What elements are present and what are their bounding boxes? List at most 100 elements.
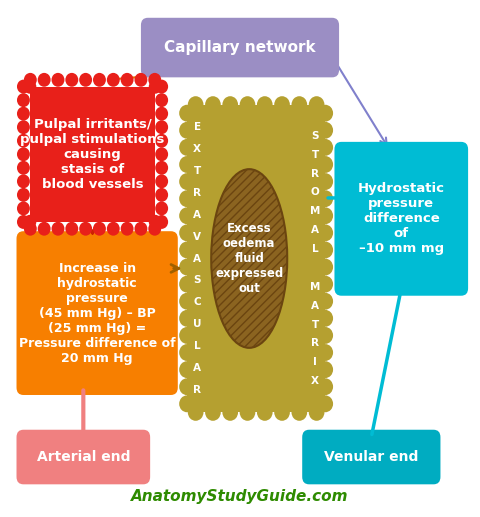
Circle shape [24,222,37,236]
Circle shape [17,80,30,94]
Circle shape [120,73,133,87]
Circle shape [93,222,106,236]
Circle shape [222,96,238,113]
Circle shape [179,241,195,258]
FancyBboxPatch shape [302,430,441,484]
Circle shape [17,202,30,216]
Circle shape [179,344,195,361]
Circle shape [24,73,37,87]
Circle shape [17,120,30,134]
Circle shape [309,96,324,113]
FancyBboxPatch shape [187,104,325,413]
Circle shape [317,190,333,207]
Text: S: S [193,276,201,285]
Circle shape [179,258,195,276]
Text: AnatomyStudyGuide.com: AnatomyStudyGuide.com [131,489,349,504]
Circle shape [179,139,195,156]
Text: X: X [193,144,201,154]
Circle shape [317,224,333,241]
Circle shape [155,80,168,94]
Circle shape [17,147,30,161]
Circle shape [317,327,333,344]
Text: S: S [312,131,319,141]
Circle shape [317,207,333,224]
Circle shape [155,120,168,134]
FancyBboxPatch shape [16,231,178,395]
Circle shape [38,73,50,87]
Circle shape [148,222,161,236]
Circle shape [179,293,195,310]
Circle shape [24,215,36,229]
Text: A: A [193,363,201,373]
Circle shape [17,215,30,229]
Circle shape [317,396,333,412]
Circle shape [179,327,195,344]
Text: R: R [311,338,319,348]
Circle shape [24,80,36,94]
Circle shape [155,134,168,148]
Circle shape [17,93,30,107]
Circle shape [317,293,333,310]
Text: X: X [311,376,319,386]
Circle shape [134,73,147,87]
Circle shape [317,344,333,361]
Circle shape [155,161,168,175]
Text: A: A [311,225,319,235]
Circle shape [317,310,333,327]
Text: T: T [312,320,319,329]
Circle shape [188,404,204,421]
FancyBboxPatch shape [16,430,150,484]
Circle shape [134,222,147,236]
Circle shape [179,190,195,207]
Circle shape [51,73,64,87]
Circle shape [317,258,333,276]
Circle shape [79,73,92,87]
Circle shape [155,215,168,229]
Text: C: C [193,297,201,307]
Circle shape [155,107,168,120]
Text: R: R [193,385,201,394]
Circle shape [179,173,195,190]
Circle shape [155,188,168,202]
Text: Increase in
hydrostatic
pressure
(45 mm Hg) – BP
(25 mm Hg) =
Pressure differenc: Increase in hydrostatic pressure (45 mm … [19,262,176,364]
Text: Hydrostatic
pressure
difference
of
–10 mm mg: Hydrostatic pressure difference of –10 m… [358,183,445,255]
Circle shape [155,147,168,161]
Text: E: E [193,123,201,132]
Circle shape [120,222,133,236]
Text: O: O [311,188,320,197]
Circle shape [257,404,273,421]
Circle shape [317,173,333,190]
Text: A: A [193,210,201,220]
Circle shape [291,96,307,113]
Circle shape [38,222,50,236]
Circle shape [309,404,324,421]
Text: Excess
oedema
fluid
expressed
out: Excess oedema fluid expressed out [215,222,283,295]
Circle shape [79,222,92,236]
Circle shape [205,404,221,421]
FancyBboxPatch shape [141,18,339,78]
Text: T: T [193,166,201,176]
Circle shape [65,73,78,87]
Circle shape [274,96,290,113]
Circle shape [317,139,333,156]
Text: A: A [193,253,201,264]
Ellipse shape [211,169,287,348]
Text: Venular end: Venular end [324,450,419,464]
Circle shape [291,404,307,421]
Circle shape [317,276,333,293]
Text: U: U [193,319,202,329]
FancyBboxPatch shape [30,87,155,222]
Circle shape [155,174,168,188]
Circle shape [179,396,195,412]
Circle shape [179,105,195,121]
Circle shape [17,134,30,148]
Circle shape [240,404,255,421]
Circle shape [179,207,195,224]
Text: A: A [311,301,319,311]
Text: R: R [311,169,319,179]
Circle shape [179,156,195,173]
Circle shape [317,378,333,395]
Circle shape [17,161,30,175]
Circle shape [222,404,238,421]
FancyBboxPatch shape [335,142,468,296]
